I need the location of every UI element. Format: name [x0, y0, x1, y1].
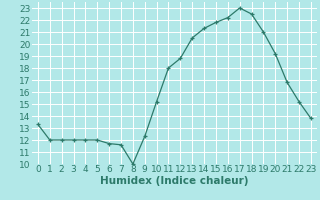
X-axis label: Humidex (Indice chaleur): Humidex (Indice chaleur) — [100, 176, 249, 186]
